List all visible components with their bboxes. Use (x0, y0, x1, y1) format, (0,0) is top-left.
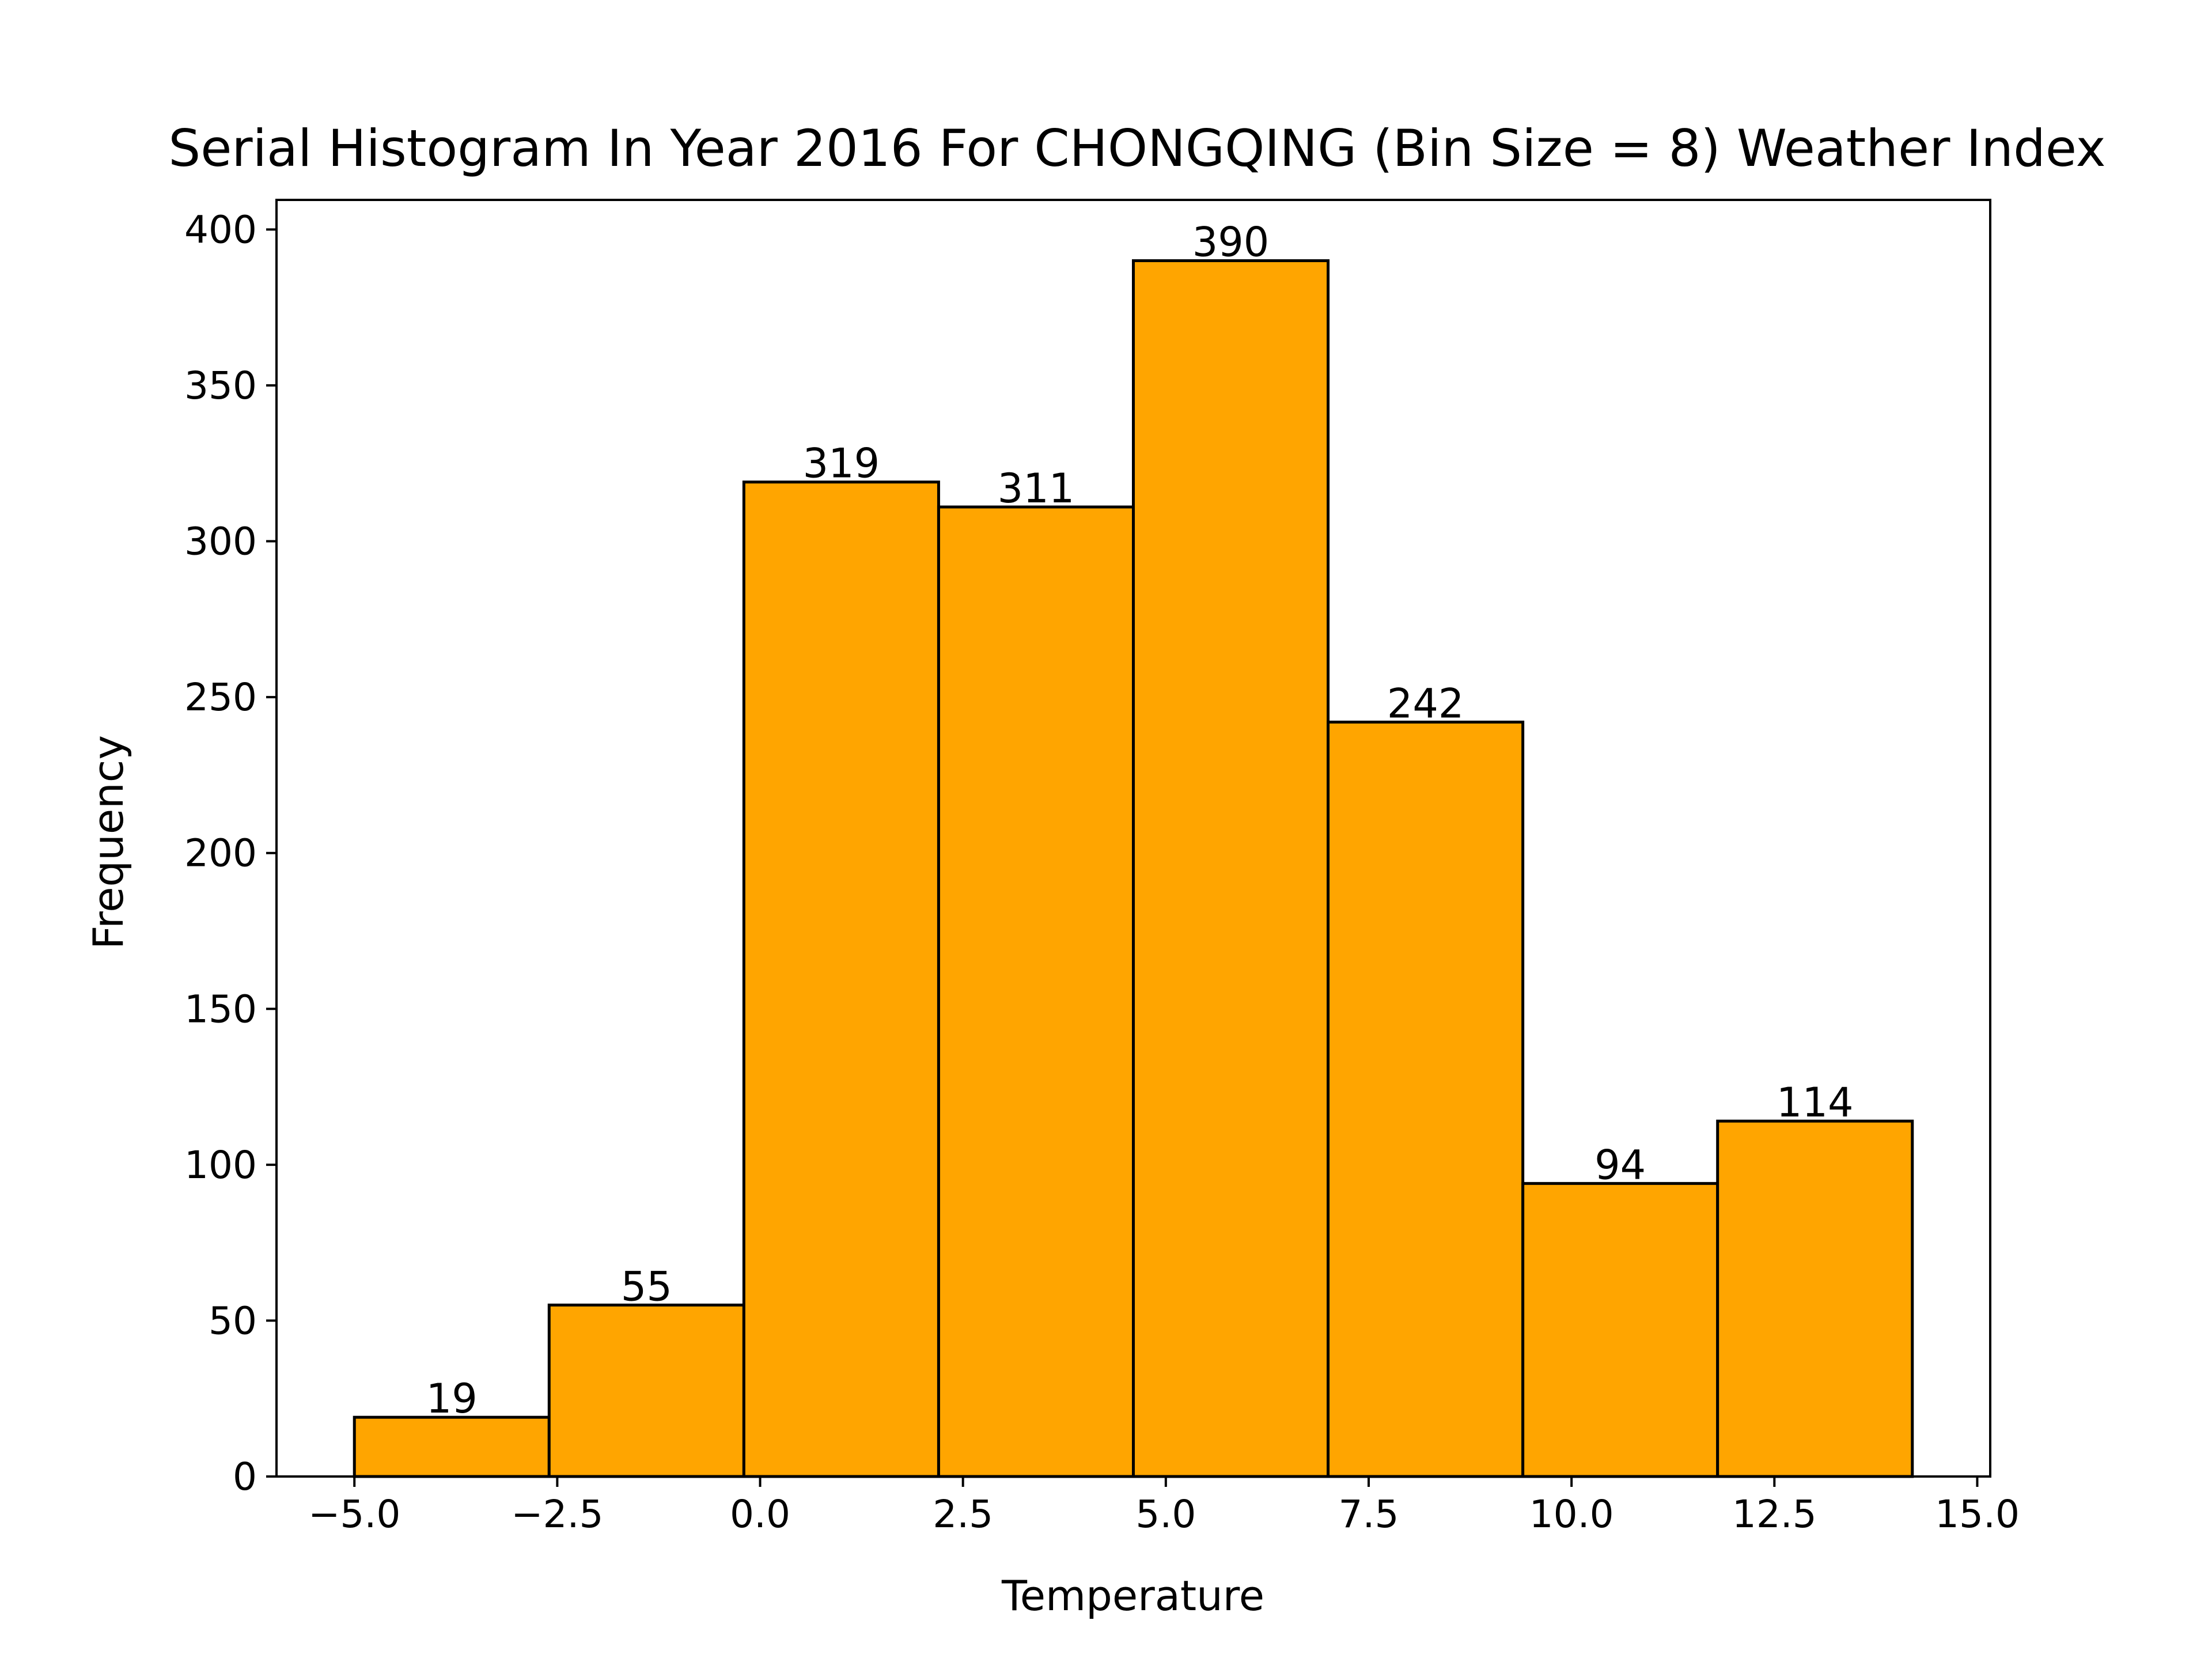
bar-value-label: 114 (1777, 1079, 1854, 1126)
bar-value-label: 55 (621, 1263, 672, 1310)
y-tick-label: 100 (184, 1143, 257, 1187)
y-tick-label: 0 (233, 1455, 257, 1499)
chart-title: Serial Histogram In Year 2016 For CHONGQ… (168, 119, 2105, 178)
histogram-bar (353, 1415, 551, 1478)
bar-value-label: 390 (1192, 219, 1270, 266)
data-labels-layer: 19 55 319 311 390 242 94 114 (426, 219, 1854, 1423)
y-axis-title: Frequency (84, 735, 132, 949)
y-tick-label: 400 (184, 207, 257, 252)
axes-frame (275, 199, 1991, 1478)
histogram-bar (1716, 1119, 1914, 1478)
y-tick-label: 300 (184, 520, 257, 564)
y-tick-label: 200 (184, 831, 257, 876)
histogram-bar (547, 1303, 745, 1478)
bar-value-label: 319 (803, 440, 880, 487)
y-tick-label: 250 (184, 675, 257, 720)
bar-value-label: 242 (1387, 680, 1464, 727)
histogram-bar (1132, 259, 1330, 1478)
bar-value-label: 94 (1594, 1141, 1646, 1188)
x-tick-label: −2.5 (511, 1492, 603, 1536)
y-tick-label: 350 (184, 364, 257, 408)
bars-layer (353, 259, 1914, 1478)
x-tick-label: 12.5 (1732, 1492, 1817, 1536)
histogram-bar (742, 480, 940, 1478)
x-tick-label: 7.5 (1339, 1492, 1399, 1536)
y-tick-label: 150 (184, 987, 257, 1031)
x-tick-label: 10.0 (1529, 1492, 1614, 1536)
bar-value-label: 19 (426, 1375, 478, 1422)
histogram-bar (937, 505, 1135, 1478)
x-tick-label: 0.0 (730, 1492, 790, 1536)
x-tick-label: −5.0 (308, 1492, 400, 1536)
x-tick-label: 2.5 (933, 1492, 993, 1536)
histogram-bar (1327, 720, 1525, 1478)
x-tick-label: 15.0 (1935, 1492, 2020, 1536)
y-axis-ticks: 0 50 100 150 200 250 300 350 400 (184, 207, 276, 1499)
y-tick-label: 50 (209, 1298, 257, 1343)
bar-value-label: 311 (998, 465, 1075, 512)
x-tick-label: 5.0 (1135, 1492, 1196, 1536)
histogram-bar (1521, 1182, 1719, 1478)
x-axis-ticks: −5.0 −2.5 0.0 2.5 5.0 7.5 10.0 12.5 15.0 (308, 1477, 2020, 1536)
x-axis-title: Temperature (1001, 1572, 1264, 1620)
